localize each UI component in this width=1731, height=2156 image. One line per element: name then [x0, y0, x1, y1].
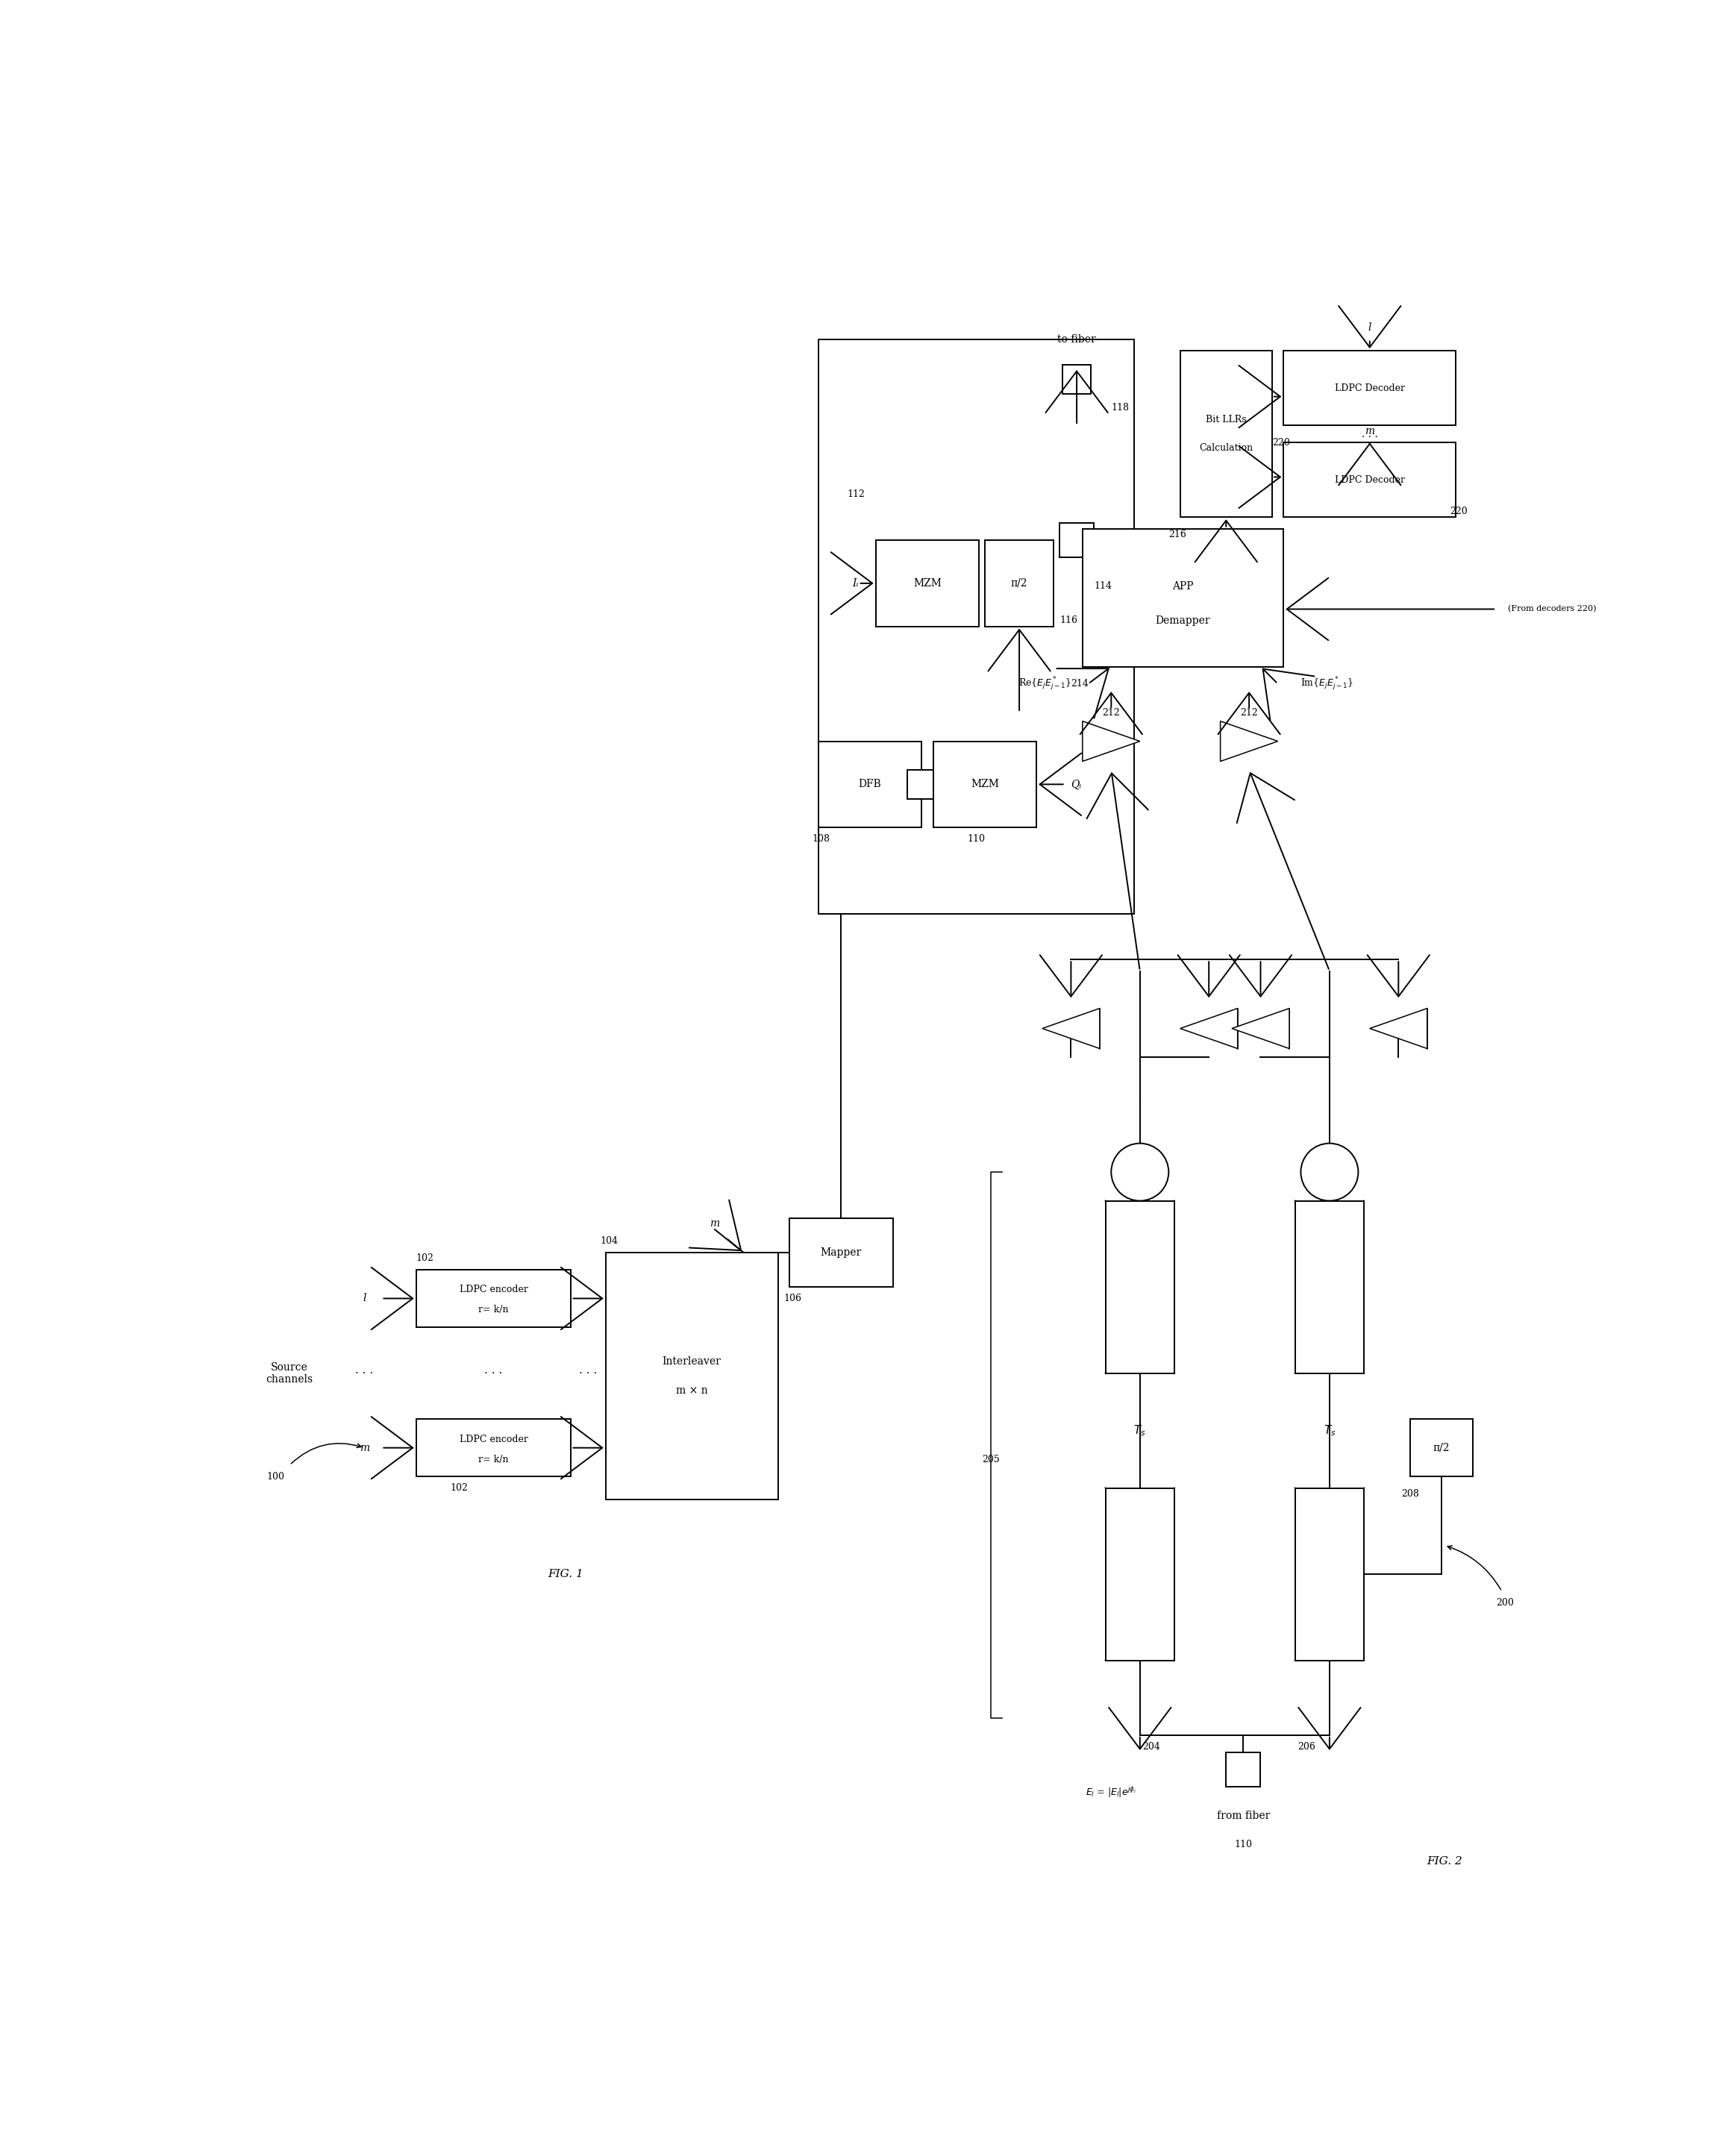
Bar [907, 770, 936, 798]
Circle shape [1300, 1143, 1359, 1201]
Bar [933, 742, 1037, 828]
Text: Calculation: Calculation [1200, 444, 1253, 453]
Text: 206: 206 [1298, 1742, 1316, 1751]
Text: Re{$E_j E_{j-1}^*$}: Re{$E_j E_{j-1}^*$} [1018, 675, 1071, 692]
Polygon shape [1082, 720, 1141, 761]
Text: FIG. 2: FIG. 2 [1426, 1856, 1463, 1867]
Text: 108: 108 [812, 834, 831, 843]
Text: $E_l$ = |$E_l$|$e^{j\phi_l}$: $E_l$ = |$E_l$|$e^{j\phi_l}$ [1085, 1785, 1137, 1800]
Bar [876, 541, 980, 627]
Text: 214: 214 [1071, 679, 1089, 688]
Text: m: m [710, 1218, 720, 1229]
Text: 112: 112 [846, 489, 866, 498]
Text: 212: 212 [1103, 707, 1120, 718]
Text: 118: 118 [1111, 403, 1129, 414]
Bar [1106, 1201, 1174, 1373]
Text: m × n: m × n [675, 1384, 708, 1395]
Text: (From decoders 220): (From decoders 220) [1508, 606, 1596, 612]
Text: MZM: MZM [914, 578, 942, 589]
Text: Qᵢ: Qᵢ [1071, 778, 1082, 789]
Text: m: m [1364, 427, 1374, 436]
Bar [1226, 1753, 1260, 1787]
Bar [1063, 364, 1091, 395]
Text: π/2: π/2 [1011, 578, 1028, 589]
Text: 208: 208 [1400, 1490, 1419, 1498]
Bar [1411, 1419, 1473, 1477]
Text: LDPC Decoder: LDPC Decoder [1335, 384, 1406, 392]
Text: Demapper: Demapper [1156, 614, 1210, 625]
Polygon shape [1042, 1009, 1099, 1048]
Text: l: l [1367, 323, 1371, 332]
Polygon shape [1220, 720, 1277, 761]
Text: 110: 110 [968, 834, 985, 843]
Text: · · ·: · · · [355, 1367, 374, 1378]
Bar [1181, 351, 1272, 517]
Text: 212: 212 [1239, 707, 1258, 718]
Text: 102: 102 [450, 1483, 469, 1492]
Bar [985, 541, 1054, 627]
Text: 104: 104 [601, 1235, 618, 1246]
Bar [1082, 528, 1284, 666]
Text: LDPC encoder: LDPC encoder [459, 1434, 528, 1445]
Text: m: m [360, 1442, 369, 1453]
Polygon shape [1232, 1009, 1290, 1048]
Text: 100: 100 [267, 1473, 284, 1481]
Polygon shape [1369, 1009, 1426, 1048]
Bar [1295, 1488, 1364, 1660]
Text: 106: 106 [784, 1294, 801, 1302]
Bar [415, 1419, 571, 1477]
Text: 216: 216 [1168, 530, 1186, 539]
Text: 110: 110 [1234, 1839, 1252, 1850]
Bar [1295, 1201, 1364, 1373]
Text: 102: 102 [415, 1253, 434, 1263]
Text: LDPC encoder: LDPC encoder [459, 1285, 528, 1296]
Text: APP: APP [1172, 580, 1194, 591]
Text: 114: 114 [1094, 582, 1111, 591]
Text: r= k/n: r= k/n [478, 1455, 509, 1464]
Text: · · ·: · · · [580, 1367, 597, 1378]
Text: 205: 205 [981, 1455, 999, 1464]
Text: Im{$E_j E_{j-1}^*$}: Im{$E_j E_{j-1}^*$} [1300, 675, 1354, 692]
Text: l: l [364, 1294, 365, 1304]
Text: 116: 116 [1059, 617, 1077, 625]
Text: Interleaver: Interleaver [663, 1356, 722, 1367]
Text: · · ·: · · · [485, 1367, 502, 1378]
Bar [1106, 1488, 1174, 1660]
Text: 200: 200 [1496, 1598, 1515, 1608]
Circle shape [1111, 1143, 1168, 1201]
Polygon shape [1181, 1009, 1238, 1048]
Text: Mapper: Mapper [820, 1248, 862, 1257]
Text: Iᵢ: Iᵢ [852, 578, 859, 589]
Text: Source
channels: Source channels [267, 1363, 313, 1384]
Bar [819, 742, 921, 828]
Text: from fiber: from fiber [1217, 1811, 1271, 1820]
Text: Bit LLRs: Bit LLRs [1207, 414, 1246, 425]
Bar [1059, 524, 1094, 558]
Text: 204: 204 [1142, 1742, 1160, 1751]
Bar [1284, 351, 1456, 425]
Text: π/2: π/2 [1433, 1442, 1451, 1453]
Text: $T_s$: $T_s$ [1322, 1423, 1336, 1438]
Text: FIG. 1: FIG. 1 [547, 1570, 583, 1580]
Text: to fiber: to fiber [1058, 334, 1096, 345]
Text: r= k/n: r= k/n [478, 1304, 509, 1315]
Text: DFB: DFB [859, 778, 881, 789]
Text: · · ·: · · · [1362, 431, 1378, 442]
Text: 220: 220 [1272, 438, 1290, 448]
Bar [415, 1270, 571, 1328]
Text: LDPC Decoder: LDPC Decoder [1335, 474, 1406, 485]
Bar [1284, 442, 1456, 517]
Text: MZM: MZM [971, 778, 999, 789]
Bar [606, 1253, 777, 1501]
Bar [819, 338, 1134, 914]
Text: 220: 220 [1451, 507, 1468, 515]
Bar [789, 1218, 893, 1287]
Text: $T_s$: $T_s$ [1134, 1423, 1146, 1438]
